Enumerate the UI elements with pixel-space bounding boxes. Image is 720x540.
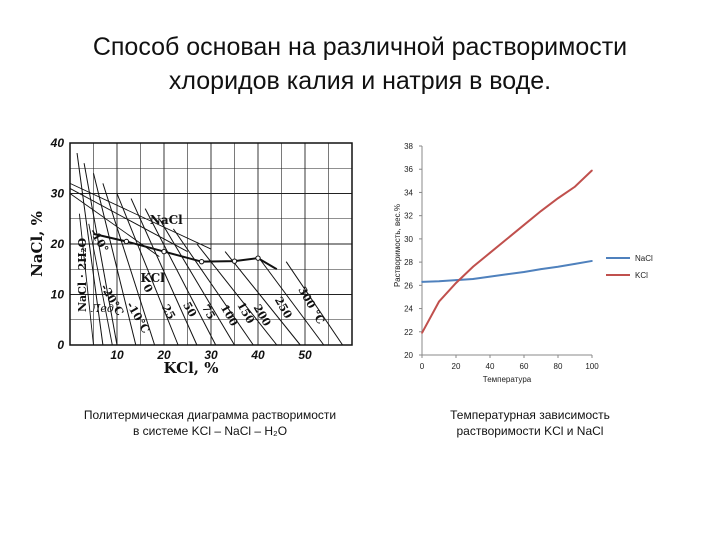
isotherm-line	[76, 153, 104, 346]
y-tick-label: 40	[50, 136, 65, 150]
boundary-point	[161, 248, 167, 255]
data-point-nacl	[591, 260, 593, 262]
legend-label-nacl: NaCl	[635, 254, 653, 263]
x-tick-label: 40	[486, 362, 495, 371]
y-tick-label: 28	[404, 258, 413, 267]
series-line-nacl	[421, 259, 593, 283]
isotherm-label: 250	[272, 295, 295, 322]
y-tick-label: 24	[404, 305, 413, 314]
data-point-kcl	[574, 185, 576, 188]
region-label-nacl: NaCl	[150, 213, 183, 227]
data-point-kcl	[472, 265, 474, 268]
isotherm-label: 300 °C	[295, 284, 327, 326]
boundary-point	[198, 258, 205, 265]
data-point-nacl	[421, 281, 423, 283]
isotherm-line	[69, 188, 188, 252]
x-tick-label: 60	[520, 362, 529, 371]
y-tick-label: 32	[404, 212, 413, 221]
x-tick-label: 50	[298, 348, 312, 362]
boundary-point	[231, 258, 238, 264]
y-axis-label: NaCl, %	[28, 211, 46, 277]
data-point-nacl	[438, 280, 440, 283]
isotherm-line	[83, 163, 118, 346]
isotherm-line	[130, 198, 198, 346]
region-label-kcl: KCl	[141, 271, 166, 285]
region-label-nacl-dihydrate: NaCl · 2H₂O	[76, 238, 89, 312]
caption-left-line-2: в системе KCl – NaCl – H₂O	[132, 424, 288, 438]
x-tick-label: 30	[204, 348, 218, 362]
isotherm-line	[144, 208, 217, 346]
x-tick-label: 0	[420, 362, 425, 371]
data-point-nacl	[455, 279, 457, 281]
y-tick-label: 30	[404, 235, 413, 244]
isotherm-line	[257, 256, 325, 346]
y-axis-label: Растворимость, вес.%	[393, 204, 402, 287]
caption-right-line-2: растворимости KCl и NaCl	[456, 424, 604, 438]
data-point-kcl	[557, 197, 559, 200]
data-point-nacl	[557, 265, 559, 268]
isotherm-line	[224, 251, 301, 346]
isotherm-label: -10°C	[124, 300, 152, 336]
data-point-kcl	[421, 332, 423, 334]
phase-diagram: 10 20 30 40 50 0 10 20 30 40 KCl, % NaCl, % NaCl KCl N…	[28, 136, 353, 377]
y-tick-label: 38	[404, 142, 413, 151]
isotherm-line	[158, 218, 235, 346]
isotherm-line	[93, 173, 137, 346]
y-tick-label: 0	[57, 338, 64, 352]
y-tick-label: 36	[404, 165, 413, 174]
y-tick-label: 20	[50, 237, 65, 251]
y-tick-label: 26	[404, 281, 413, 290]
isotherm-line	[69, 182, 212, 250]
isotherm-line	[88, 223, 113, 346]
data-point-kcl	[523, 224, 525, 226]
legend-label-kcl: KCl	[635, 271, 648, 280]
plot-frame	[69, 142, 353, 346]
x-tick-label: 20	[452, 362, 461, 371]
slide-title-line-2: хлоридов калия и натрия в воде.	[168, 67, 552, 95]
data-point-nacl	[574, 263, 576, 265]
x-tick-label: 80	[554, 362, 563, 371]
y-tick-label: 22	[404, 328, 413, 337]
y-tick-label: 30	[51, 187, 65, 201]
boundary-point	[255, 255, 261, 261]
data-point-nacl	[540, 268, 542, 270]
data-point-kcl	[438, 300, 440, 303]
data-point-kcl	[591, 169, 593, 172]
caption-left: Политермическая диаграмма растворимости …	[50, 407, 370, 439]
isotherm-line	[172, 228, 254, 346]
data-point-nacl	[472, 278, 474, 280]
data-point-nacl	[489, 275, 491, 278]
caption-right: Температурная зависимость растворимости …	[390, 407, 670, 439]
x-tick-label: 20	[156, 348, 171, 362]
x-axis-label: Температура	[483, 375, 532, 384]
slide-title-line-1: Способ основан на различной растворимост…	[92, 33, 628, 61]
region-label-ice: Лед	[90, 302, 114, 315]
x-tick-label: 10	[110, 348, 124, 362]
isotherm-line	[78, 213, 94, 346]
y-tick-label: 20	[404, 351, 413, 360]
boundary-point	[123, 238, 130, 245]
x-axis-label: KCl, %	[164, 359, 219, 377]
data-point-kcl	[506, 238, 508, 240]
data-point-nacl	[506, 273, 508, 276]
solubility-line-chart: 20 22 24 26 28 30 32 34 36 38 0 20 40 60 80 100 Температ…	[393, 142, 653, 384]
data-point-kcl	[540, 210, 542, 212]
data-point-nacl	[523, 271, 525, 273]
isotherm-line	[285, 261, 344, 346]
series-line-kcl	[421, 169, 593, 334]
y-tick-label: 34	[404, 188, 413, 197]
data-point-kcl	[455, 282, 457, 284]
data-point-kcl	[489, 252, 491, 254]
caption-left-line-1: Политермическая диаграмма растворимости	[83, 408, 337, 422]
isotherm-label: 50	[180, 300, 199, 320]
x-tick-label: 40	[250, 348, 265, 362]
x-tick-label: 100	[585, 362, 599, 371]
y-tick-label: 10	[51, 288, 65, 302]
caption-right-line-1: Температурная зависимость	[450, 408, 610, 422]
slide-title: Способ основан на различной растворимост…	[0, 30, 720, 98]
